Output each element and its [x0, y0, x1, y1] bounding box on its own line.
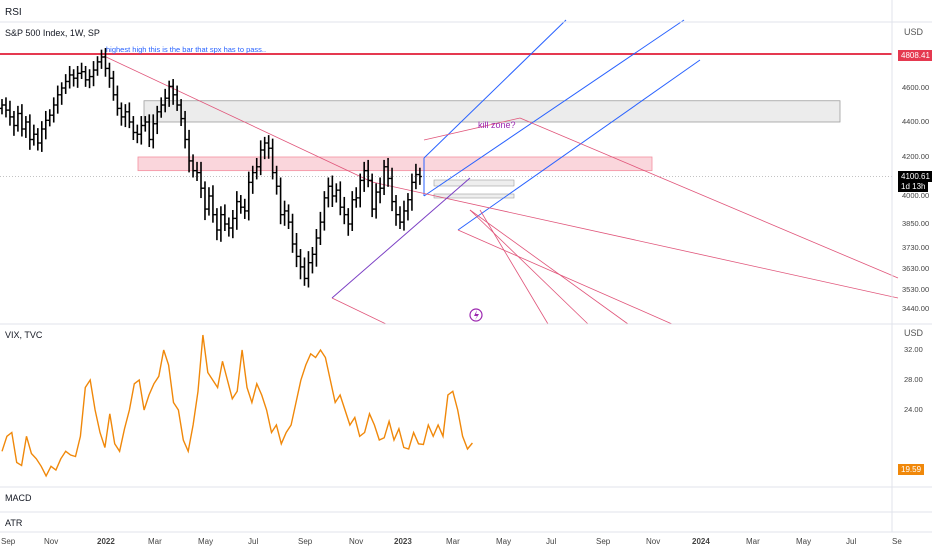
- time-tick-label: May: [496, 537, 511, 546]
- price-tick-label: 4600.00: [902, 83, 929, 92]
- price-tick-label: 3730.00: [902, 243, 929, 252]
- time-tick-label: May: [796, 537, 811, 546]
- kill-zone-annotation[interactable]: kill zone?: [478, 120, 516, 130]
- price-tick-label: 3630.00: [902, 264, 929, 273]
- kill-zone-box: [144, 101, 840, 122]
- price-tick-label: 3530.00: [902, 285, 929, 294]
- vix-tick-label: 32.00: [904, 345, 923, 354]
- vix-tick-label: 24.00: [904, 405, 923, 414]
- price-tick-label: 4400.00: [902, 117, 929, 126]
- time-tick-label: Nov: [44, 537, 58, 546]
- rsi-pane-label[interactable]: RSI: [5, 7, 22, 18]
- time-tick-label: 2024: [692, 537, 710, 546]
- time-tick-label: 2023: [394, 537, 412, 546]
- time-tick-label: Nov: [349, 537, 363, 546]
- red-line-price-badge: 4808.41: [898, 50, 932, 61]
- time-tick-label: Jul: [546, 537, 556, 546]
- main-axis-unit: USD: [904, 27, 923, 37]
- vix-pane-title: VIX, TVC: [5, 330, 42, 340]
- time-tick-label: Se: [892, 537, 902, 546]
- highest-high-annotation[interactable]: highest high this is the bar that spx ha…: [106, 45, 266, 54]
- vix-axis-unit: USD: [904, 328, 923, 338]
- time-tick-label: Jul: [248, 537, 258, 546]
- time-tick-label: Sep: [1, 537, 15, 546]
- price-tick-label: 4200.00: [902, 152, 929, 161]
- atr-pane-label[interactable]: ATR: [5, 518, 22, 528]
- time-tick-label: May: [198, 537, 213, 546]
- vix-tick-label: 28.00: [904, 375, 923, 384]
- time-tick-label: Mar: [746, 537, 760, 546]
- time-tick-label: Mar: [446, 537, 460, 546]
- price-tick-label: 4000.00: [902, 191, 929, 200]
- vix-last-badge: 19.59: [898, 464, 924, 475]
- main-chart-title: S&P 500 Index, 1W, SP: [5, 28, 100, 38]
- resistance-zone-box: [138, 157, 652, 171]
- time-tick-label: Sep: [596, 537, 610, 546]
- misc-layer: [470, 309, 482, 321]
- price-tick-label: 3850.00: [902, 219, 929, 228]
- time-tick-label: Nov: [646, 537, 660, 546]
- countdown-badge: 1d 13h: [898, 181, 928, 192]
- price-tick-label: 3440.00: [902, 304, 929, 313]
- time-tick-label: 2022: [97, 537, 115, 546]
- time-tick-label: Jul: [846, 537, 856, 546]
- time-tick-label: Sep: [298, 537, 312, 546]
- time-tick-label: Mar: [148, 537, 162, 546]
- small-zone-box-2: [434, 194, 514, 198]
- macd-pane-label[interactable]: MACD: [5, 493, 32, 503]
